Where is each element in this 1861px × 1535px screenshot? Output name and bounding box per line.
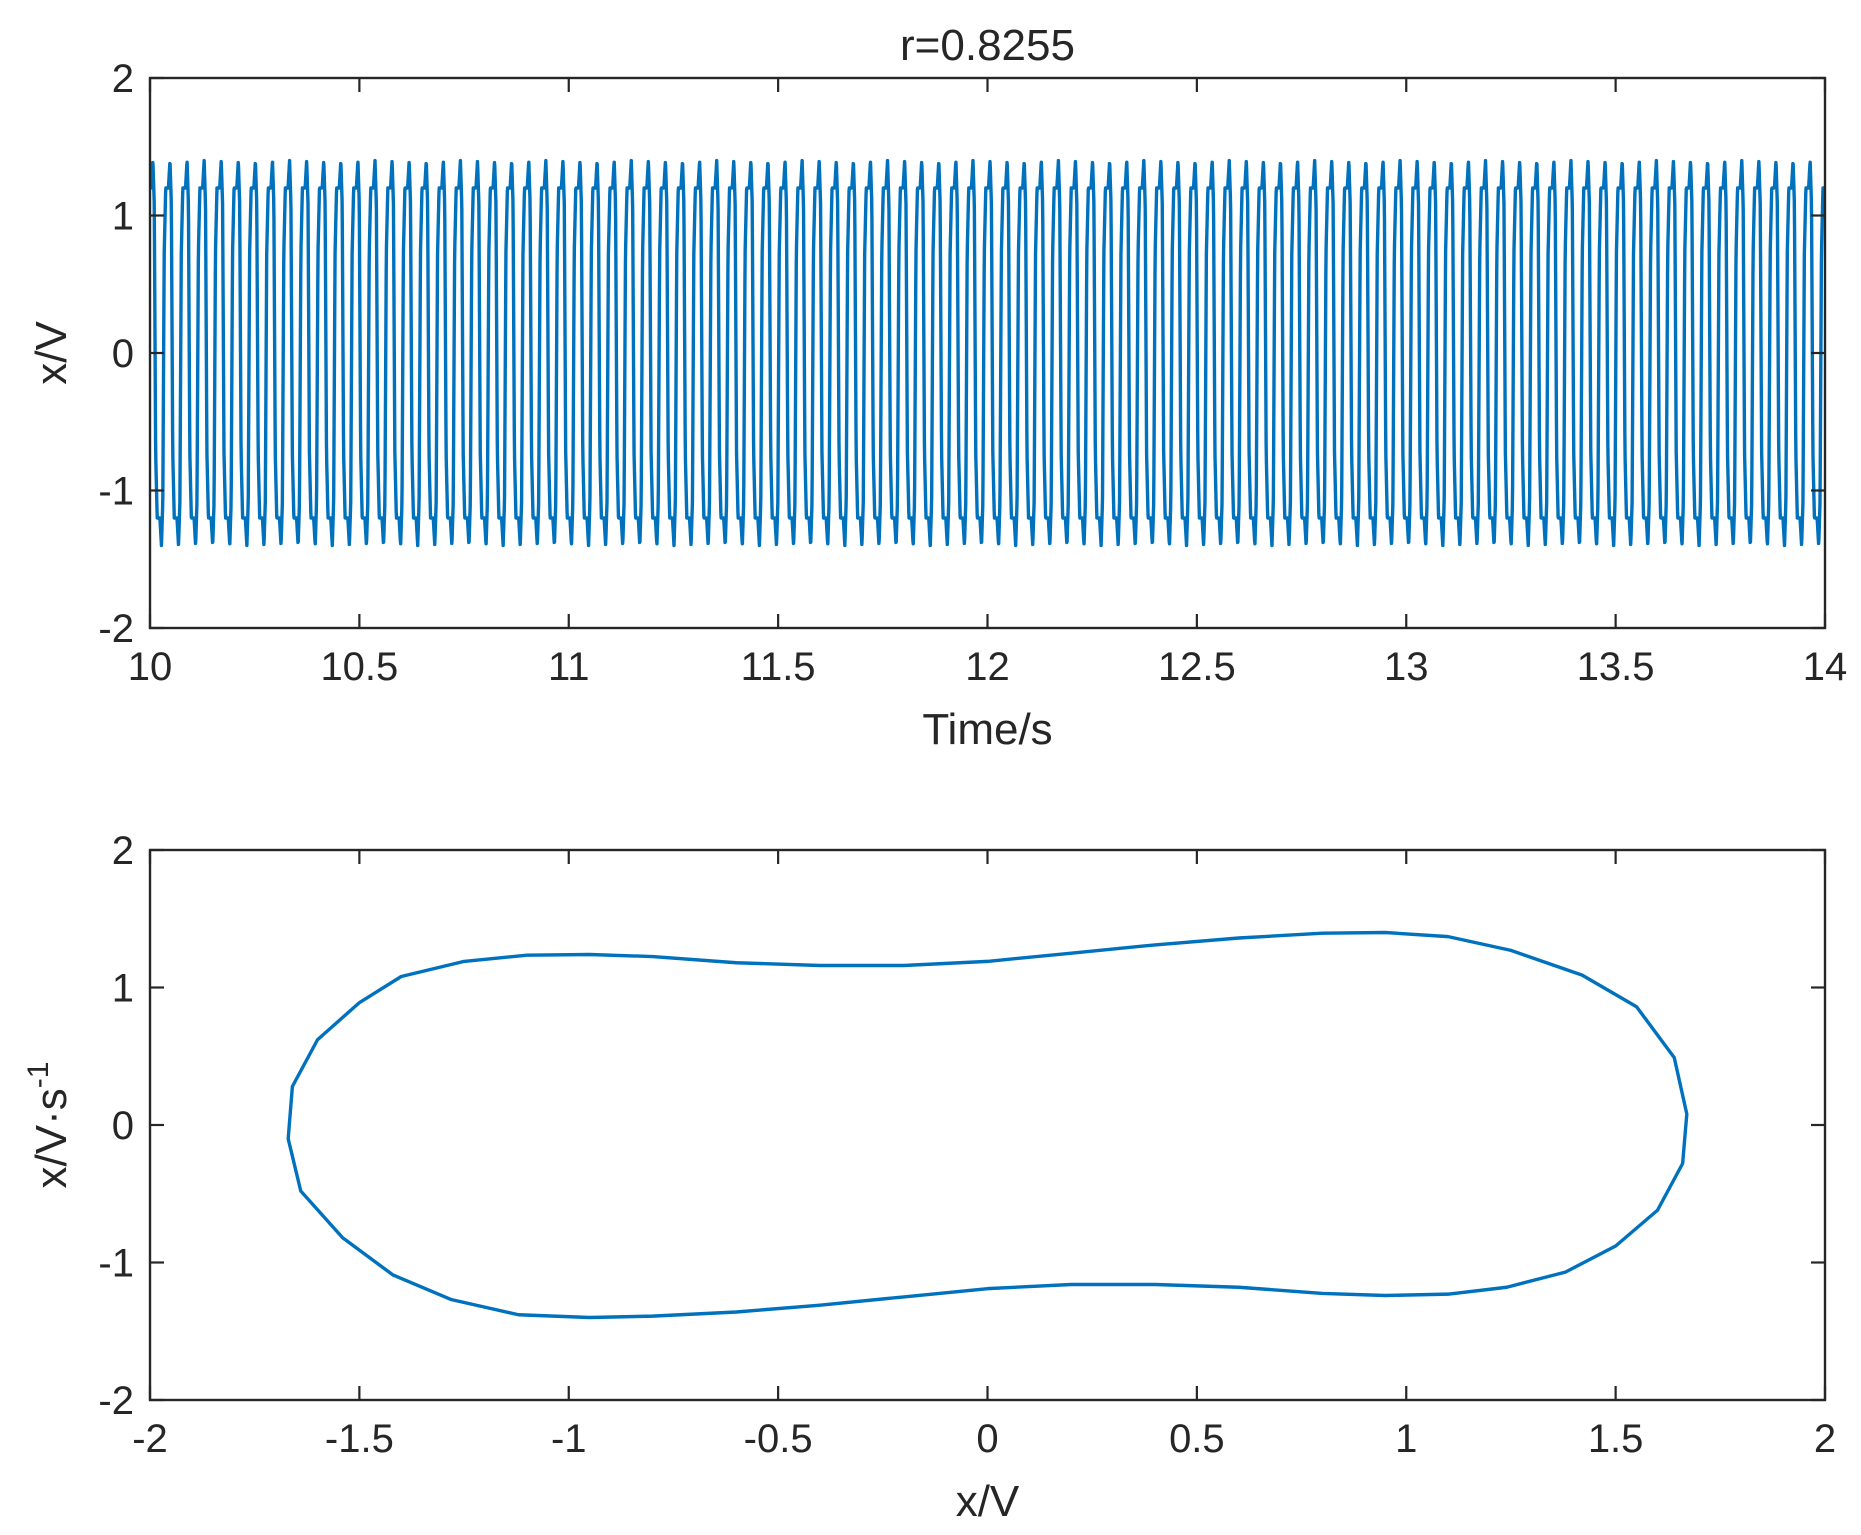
series-line bbox=[286, 930, 1689, 1320]
x-tick-label: 12.5 bbox=[1158, 645, 1236, 689]
x-tick-label: -2 bbox=[132, 1417, 168, 1461]
x-tick-label: 13 bbox=[1384, 645, 1429, 689]
time-series-panel: 10 10.5 11 11.5 12 12.5 13 13.5 14-2-1012Time/sx… bbox=[27, 21, 1847, 754]
x-axis-label: Time/s bbox=[922, 705, 1052, 754]
y-tick-label: 1 bbox=[112, 967, 134, 1011]
y-axis-label-superscript: -1 bbox=[22, 1062, 55, 1089]
y-tick-label: 0 bbox=[112, 332, 134, 376]
x-tick-label: -1 bbox=[551, 1417, 587, 1461]
x-tick-label: -1.5 bbox=[325, 1417, 394, 1461]
chart-title: r=0.8255 bbox=[900, 21, 1075, 70]
x-tick-label: 1.5 bbox=[1588, 1417, 1644, 1461]
x-tick-label: 13.5 bbox=[1577, 645, 1655, 689]
y-tick-label: -2 bbox=[98, 1379, 134, 1423]
y-tick-label: -2 bbox=[98, 607, 134, 651]
y-tick-label: 1 bbox=[112, 195, 134, 239]
y-tick-label: -1 bbox=[98, 470, 134, 514]
y-tick-label: 0 bbox=[112, 1104, 134, 1148]
x-tick-label: 12 bbox=[965, 645, 1010, 689]
y-tick-label: 2 bbox=[112, 829, 134, 873]
x-tick-label: 0.5 bbox=[1169, 1417, 1225, 1461]
x-axis-label: x/V bbox=[956, 1477, 1020, 1526]
x-tick-label: 0 bbox=[976, 1417, 998, 1461]
x-tick-label: 1 bbox=[1395, 1417, 1417, 1461]
x-tick-label: 10 bbox=[128, 645, 173, 689]
x-tick-label: 11.5 bbox=[741, 645, 816, 689]
x-tick-label: 14 bbox=[1803, 645, 1848, 689]
x-tick-label: 10.5 bbox=[320, 645, 398, 689]
x-tick-label: 11 bbox=[548, 645, 590, 689]
y-axis-label: x/V bbox=[27, 321, 76, 385]
series-line bbox=[150, 158, 1825, 548]
y-tick-label: 2 bbox=[112, 57, 134, 101]
x-tick-label: -0.5 bbox=[744, 1417, 813, 1461]
x-tick-label: 2 bbox=[1814, 1417, 1836, 1461]
y-tick-label: -1 bbox=[98, 1242, 134, 1286]
